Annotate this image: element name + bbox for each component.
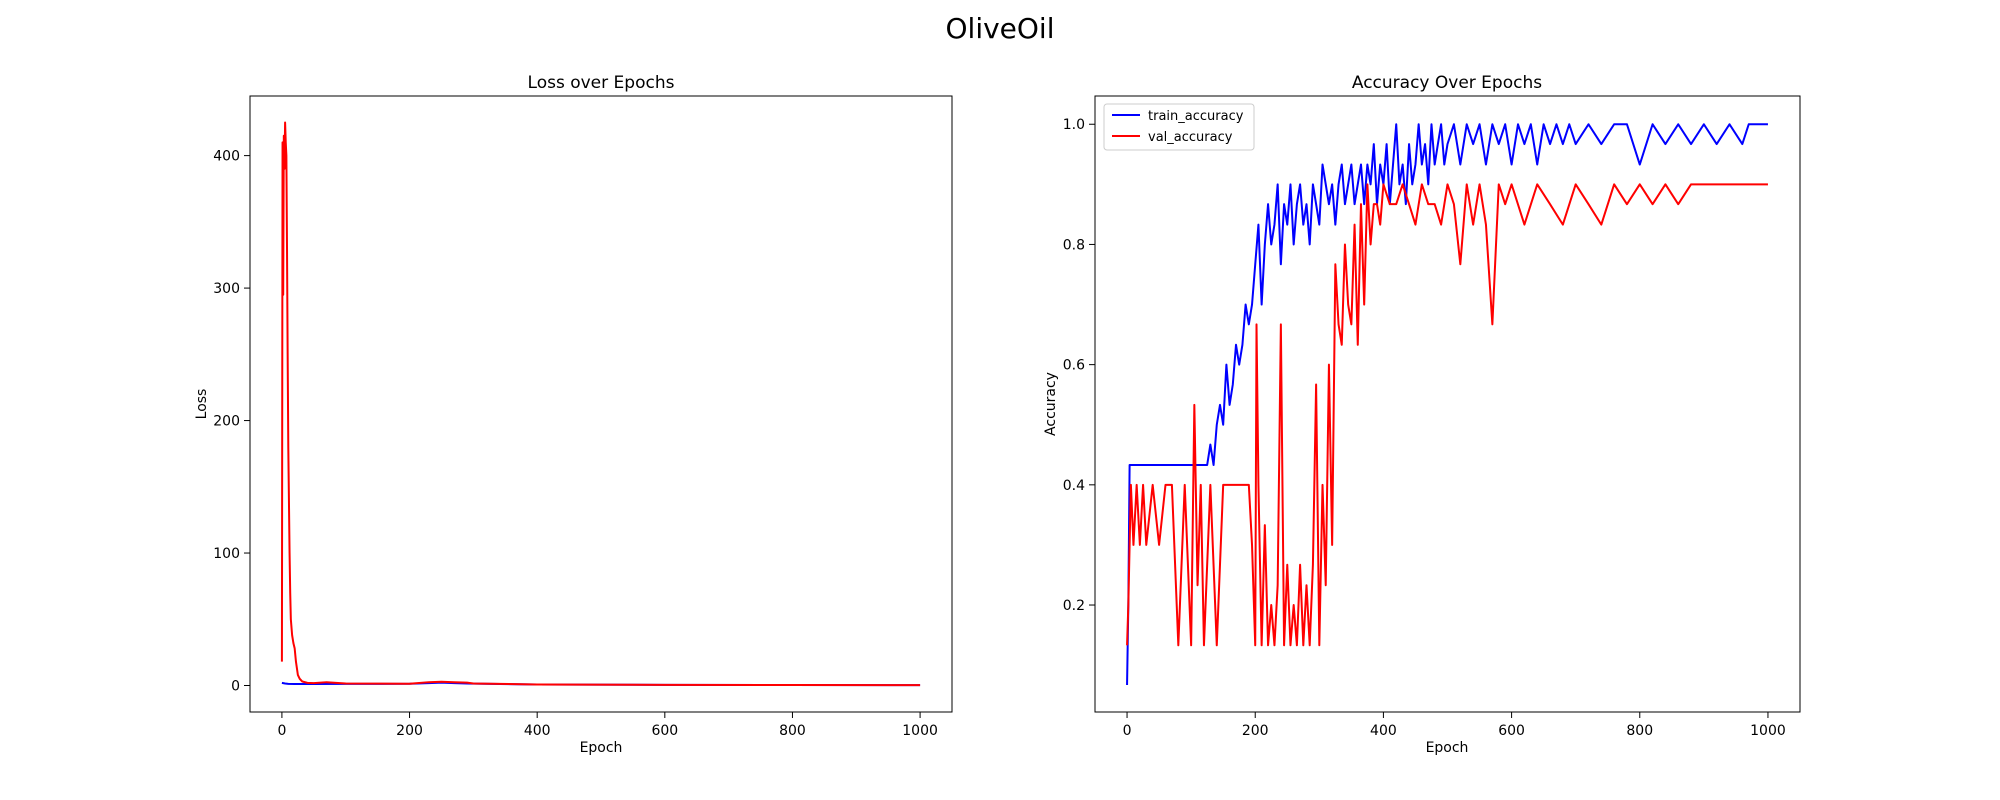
accuracy-chart-y-ticks: 0.2 0.4 0.6 0.8 1.0	[1063, 117, 1095, 614]
loss-chart: Loss over Epochs 0 200 400 600 800 1000 0 100 2…	[194, 73, 953, 756]
y-tick-label: 0.2	[1063, 598, 1085, 614]
legend-val-accuracy-label: val_accuracy	[1148, 130, 1233, 145]
x-tick-label: 800	[1626, 723, 1653, 739]
accuracy-line-val-accuracy	[1126, 183, 1768, 647]
y-tick-label: 0.4	[1063, 478, 1085, 494]
accuracy-chart-x-label: Epoch	[1426, 740, 1469, 756]
accuracy-chart-x-ticks: 0 200 400 600 800 1000	[1123, 712, 1786, 739]
x-tick-label: 1000	[902, 723, 938, 739]
x-tick-label: 600	[1498, 723, 1525, 739]
loss-chart-y-label: Loss	[194, 389, 210, 420]
y-tick-label: 0	[231, 679, 240, 695]
y-tick-label: 300	[213, 281, 240, 297]
x-tick-label: 200	[1242, 723, 1269, 739]
figure-title: OliveOil	[946, 12, 1055, 45]
x-tick-label: 0	[1123, 723, 1132, 739]
y-tick-label: 400	[213, 149, 240, 165]
accuracy-line-train-accuracy	[1126, 123, 1768, 685]
x-tick-label: 400	[1370, 723, 1397, 739]
y-tick-label: 100	[213, 546, 240, 562]
x-tick-label: 200	[396, 723, 423, 739]
x-tick-label: 600	[651, 723, 678, 739]
accuracy-chart-y-label: Accuracy	[1043, 372, 1059, 436]
x-tick-label: 0	[277, 723, 286, 739]
y-tick-label: 0.8	[1063, 237, 1085, 253]
loss-chart-x-ticks: 0 200 400 600 800 1000	[277, 712, 938, 739]
legend-box	[1103, 103, 1255, 151]
loss-chart-x-label: Epoch	[580, 740, 623, 756]
accuracy-chart: Accuracy Over Epochs 0 200 400 600 800 1000 0…	[1043, 73, 1801, 756]
loss-chart-y-ticks: 0 100 200 300 400	[213, 149, 250, 695]
y-tick-label: 1.0	[1063, 117, 1085, 133]
loss-chart-title: Loss over Epochs	[528, 73, 675, 93]
accuracy-chart-lines	[1126, 123, 1768, 685]
x-tick-label: 1000	[1750, 723, 1786, 739]
accuracy-chart-frame	[1094, 95, 1801, 713]
accuracy-chart-title: Accuracy Over Epochs	[1352, 73, 1542, 93]
x-tick-label: 800	[779, 723, 806, 739]
loss-chart-frame	[249, 95, 953, 713]
loss-chart-lines	[280, 121, 921, 687]
y-tick-label: 200	[213, 414, 240, 430]
legend-train-accuracy-label: train_accuracy	[1148, 109, 1244, 124]
loss-line-series-1	[280, 121, 921, 687]
accuracy-chart-legend: train_accuracy val_accuracy	[1103, 103, 1255, 151]
x-tick-label: 400	[524, 723, 551, 739]
y-tick-label: 0.6	[1063, 358, 1085, 374]
